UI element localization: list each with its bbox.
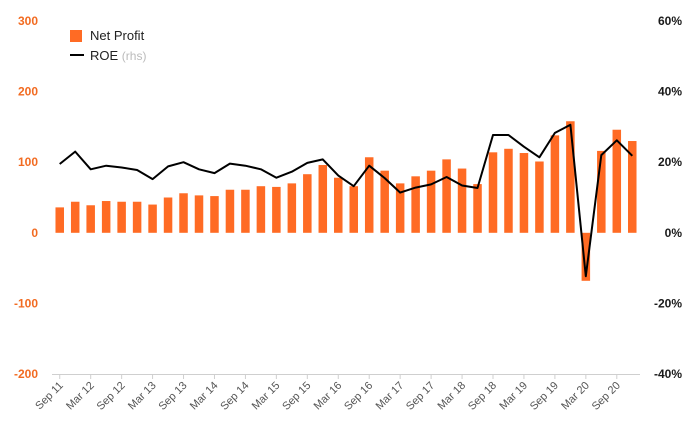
roe-line-group xyxy=(59,123,634,278)
x-tick-label: Mar 19 xyxy=(497,380,530,413)
bars-group xyxy=(55,121,637,281)
bar-net-profit xyxy=(349,186,358,233)
bar-net-profit xyxy=(241,189,250,233)
x-tick-label: Sep 15 xyxy=(280,380,313,413)
bar-net-profit xyxy=(395,183,405,233)
x-tick-label: Sep 19 xyxy=(528,380,561,413)
legend-swatch-net-profit xyxy=(70,30,82,42)
roe-line xyxy=(59,123,634,278)
bar-net-profit xyxy=(442,159,451,233)
x-tick-label: Sep 20 xyxy=(590,380,623,413)
legend-label-roe: ROE (rhs) xyxy=(90,48,146,63)
bar-net-profit xyxy=(86,205,95,233)
x-tick-label: Sep 13 xyxy=(157,380,190,413)
bar-net-profit xyxy=(426,170,436,233)
bar-net-profit xyxy=(318,165,328,233)
x-tick-label: Sep 18 xyxy=(466,380,499,413)
y-right-tick-label: -20% xyxy=(654,296,682,310)
x-tick-label: Sep 12 xyxy=(95,380,128,413)
bar-net-profit xyxy=(519,153,529,233)
bar-net-profit xyxy=(210,196,219,233)
y-left-tick-label: 300 xyxy=(18,14,38,28)
x-tick-label: Mar 17 xyxy=(374,380,407,413)
bar-net-profit xyxy=(334,177,343,233)
x-tick-label: Sep 11 xyxy=(33,380,66,413)
x-tick-label: Mar 14 xyxy=(188,380,221,413)
y-right-tick-label: 0% xyxy=(665,226,683,240)
x-tick-label: Sep 17 xyxy=(404,380,437,413)
y-left-tick-label: -100 xyxy=(14,296,38,310)
bar-net-profit xyxy=(581,232,591,281)
bar-net-profit xyxy=(256,186,266,233)
bar-net-profit xyxy=(179,193,188,233)
y-right-tick-label: 40% xyxy=(658,85,682,99)
bar-net-profit xyxy=(132,201,142,233)
bar-net-profit xyxy=(55,207,64,233)
bar-net-profit xyxy=(473,184,482,233)
bar-net-profit xyxy=(303,174,312,233)
bar-net-profit xyxy=(70,201,80,233)
bar-net-profit xyxy=(117,201,126,233)
legend: Net Profit ROE (rhs) xyxy=(70,28,146,63)
bar-net-profit xyxy=(194,195,204,233)
legend-label-roe-suffix: (rhs) xyxy=(122,49,147,63)
bar-net-profit xyxy=(597,150,606,233)
y-right-tick-label: 20% xyxy=(658,155,682,169)
bar-net-profit xyxy=(550,135,560,233)
bar-net-profit xyxy=(628,141,637,233)
axes-group: 300 200 100 0 -100 -200 60% 40% 20% 0% -20% -40% Sep… xyxy=(14,14,682,413)
bar-net-profit xyxy=(101,201,111,233)
x-tick-label: Mar 20 xyxy=(559,380,592,413)
bar-net-profit xyxy=(364,157,374,233)
legend-label-net-profit: Net Profit xyxy=(90,28,145,43)
y-left-tick-label: 0 xyxy=(31,226,38,240)
legend-label-roe-name: ROE xyxy=(90,48,119,63)
x-tick-label: Mar 15 xyxy=(250,380,283,413)
bar-net-profit xyxy=(488,152,498,233)
bar-net-profit xyxy=(457,168,467,233)
bar-net-profit xyxy=(612,129,622,233)
x-tick-label: Sep 14 xyxy=(218,380,251,413)
x-tick-label: Sep 16 xyxy=(342,380,375,413)
y-left-tick-label: 200 xyxy=(18,85,38,99)
x-tick-label: Mar 18 xyxy=(435,380,468,413)
bar-net-profit xyxy=(148,204,157,233)
y-right-tick-label: -40% xyxy=(654,367,682,381)
y-right-tick-label: 60% xyxy=(658,14,682,28)
bar-net-profit xyxy=(566,121,575,233)
x-tick-label: Mar 13 xyxy=(126,380,159,413)
y-left-tick-label: 100 xyxy=(18,155,38,169)
bar-net-profit xyxy=(163,197,173,233)
bar-net-profit xyxy=(287,183,297,233)
bar-net-profit xyxy=(535,161,544,233)
bar-net-profit xyxy=(225,189,235,233)
y-left-tick-label: -200 xyxy=(14,367,38,381)
x-tick-label: Mar 12 xyxy=(64,380,97,413)
bar-net-profit xyxy=(272,186,281,233)
bar-net-profit xyxy=(380,170,389,233)
bar-net-profit xyxy=(411,176,420,233)
x-tick-label: Mar 16 xyxy=(312,380,345,413)
bar-net-profit xyxy=(504,148,513,233)
